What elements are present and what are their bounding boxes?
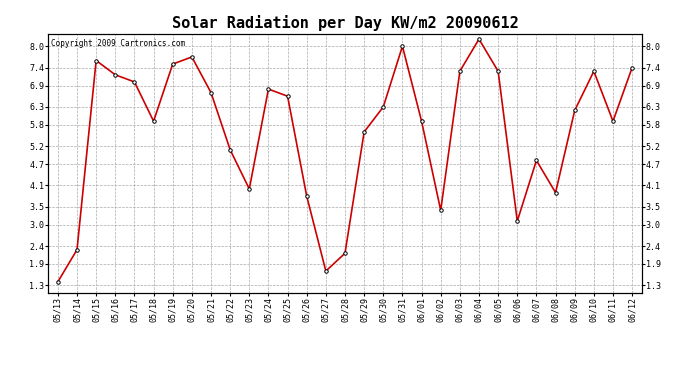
Text: Copyright 2009 Cartronics.com: Copyright 2009 Cartronics.com bbox=[51, 39, 186, 48]
Title: Solar Radiation per Day KW/m2 20090612: Solar Radiation per Day KW/m2 20090612 bbox=[172, 15, 518, 31]
